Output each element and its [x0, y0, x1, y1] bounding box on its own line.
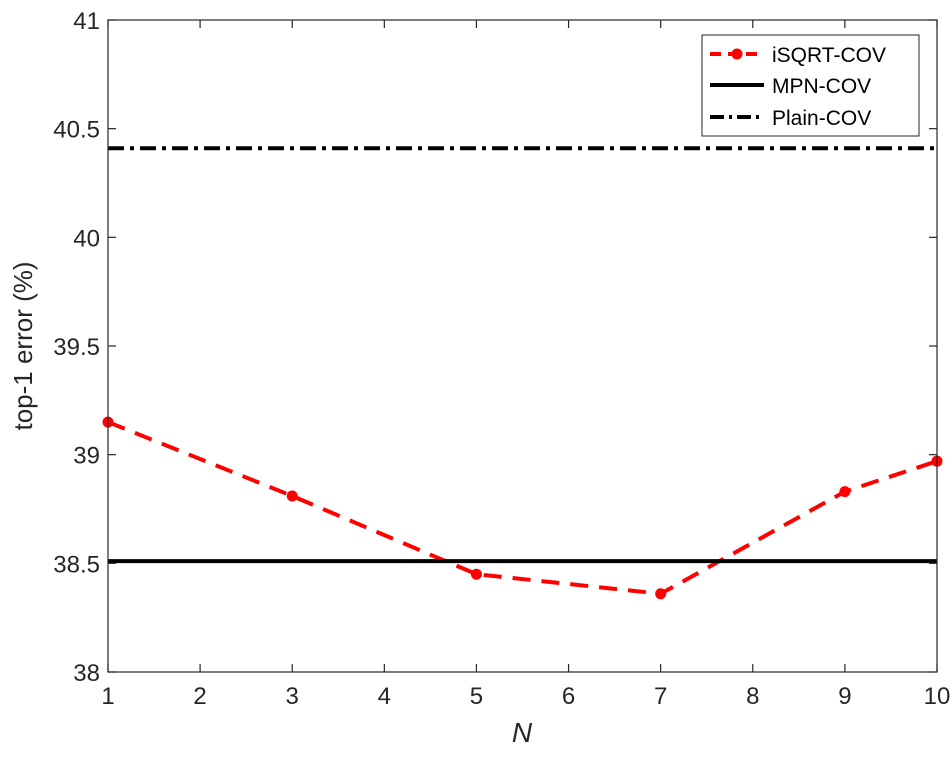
- y-tick-label-40-5: 40.5: [53, 117, 100, 144]
- data-point-isqrt-cov-9: [839, 486, 851, 498]
- data-point-isqrt-cov-5: [470, 568, 482, 580]
- legend-label-isqrt-cov: iSQRT-COV: [772, 44, 886, 67]
- x-tick-label-4: 4: [378, 683, 391, 710]
- x-tick-label-1: 1: [101, 683, 114, 710]
- x-tick-label-8: 8: [746, 683, 759, 710]
- legend-label-plain-cov: Plain-COV: [772, 107, 871, 130]
- ticks: 1 2 3 4 5 6 7 8 9 10 38 38.5 39 39.5 40 40.5 41: [53, 8, 950, 710]
- legend-label-mpn-cov: MPN-COV: [772, 75, 871, 98]
- plot-lines: [102, 146, 943, 600]
- x-tick-label-3: 3: [286, 683, 299, 710]
- y-tick-label-40: 40: [73, 225, 100, 252]
- legend: iSQRT-COV MPN-COV Plain-COV: [701, 34, 920, 137]
- plot-area-border: [107, 19, 938, 673]
- data-point-isqrt-cov-3: [286, 490, 298, 502]
- y-tick-label-41: 41: [73, 8, 100, 35]
- x-tick-label-10: 10: [924, 683, 951, 710]
- y-axis-label: top-1 error (%): [8, 261, 38, 430]
- x-axis-label: N: [512, 717, 533, 748]
- x-tick-label-6: 6: [562, 683, 575, 710]
- x-tick-label-9: 9: [838, 683, 851, 710]
- y-tick-label-38: 38: [73, 660, 100, 687]
- y-tick-label-39-5: 39.5: [53, 334, 100, 361]
- y-tick-label-39: 39: [73, 443, 100, 470]
- legend-marker-isqrt-cov: [731, 48, 743, 60]
- x-tick-label-5: 5: [470, 683, 483, 710]
- data-point-isqrt-cov-7: [655, 588, 667, 600]
- x-tick-label-2: 2: [193, 683, 206, 710]
- x-tick-label-7: 7: [654, 683, 667, 710]
- y-tick-label-38-5: 38.5: [53, 551, 100, 578]
